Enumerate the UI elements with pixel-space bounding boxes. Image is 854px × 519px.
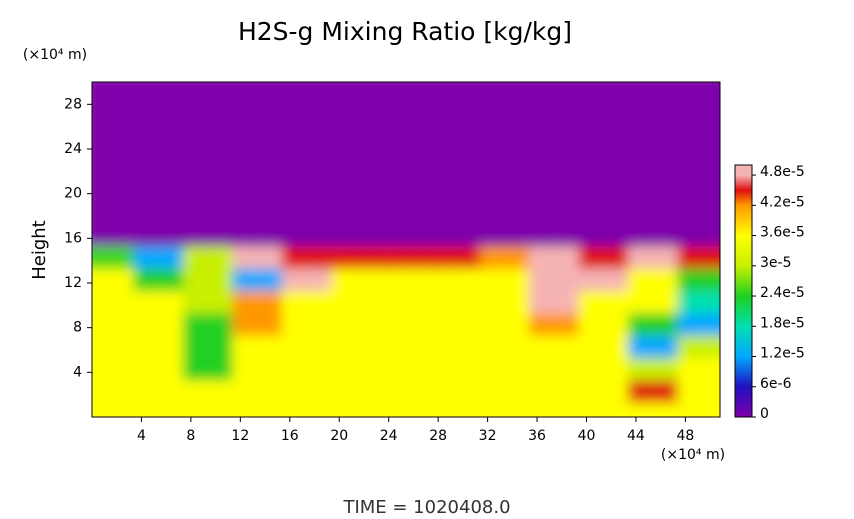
colorbar-tick-label: 0 [760,406,769,422]
x-tick-label: 20 [330,428,348,444]
x-tick-label: 4 [137,428,146,444]
colorbar-tick-label: 3e-5 [760,255,791,271]
x-tick-label: 44 [627,428,645,444]
colorbar [734,164,753,418]
colorbar-tick-label: 4.8e-5 [760,164,805,180]
field [92,82,720,417]
y-tick-label: 16 [64,230,82,246]
y-tick-label: 8 [73,320,82,336]
x-tick-label: 40 [578,428,596,444]
cells [92,82,720,417]
y-tick-label: 20 [64,186,82,202]
time-label: TIME = 1020408.0 [342,497,510,518]
colorbar-tick-label: 3.6e-5 [760,225,805,241]
x-tick-label: 32 [479,428,497,444]
plot-frame [91,81,721,418]
x-tick-label: 28 [429,428,447,444]
x-tick-label: 12 [231,428,249,444]
x-tick-label: 48 [676,428,694,444]
x-tick-label: 8 [186,428,195,444]
x-unit: (×10⁴ m) [661,447,725,463]
y-tick-label: 28 [64,96,82,112]
y-axis-label: Height [29,220,50,280]
cell [677,82,720,113]
y-tick-label: 24 [64,141,82,157]
y-unit: (×10⁴ m) [23,47,87,63]
chart-title: H2S-g Mixing Ratio [kg/kg] [238,17,572,46]
colorbar-tick-label: 1.2e-5 [760,346,805,362]
y-tick-label: 4 [73,364,82,380]
y-tick-label: 12 [64,275,82,291]
x-tick-label: 16 [281,428,299,444]
colorbar-tick-label: 1.8e-5 [760,315,805,331]
x-tick-label: 24 [380,428,398,444]
colorbar-tick-label: 6e-6 [760,376,792,392]
colorbar-tick-label: 4.2e-5 [760,194,805,210]
x-tick-label: 36 [528,428,546,444]
axes: 4 8 12 16 20 24 28 32 36 40 44 4848121620242806e-61… [64,81,805,444]
colorbar-tick-label: 2.4e-5 [760,285,805,301]
